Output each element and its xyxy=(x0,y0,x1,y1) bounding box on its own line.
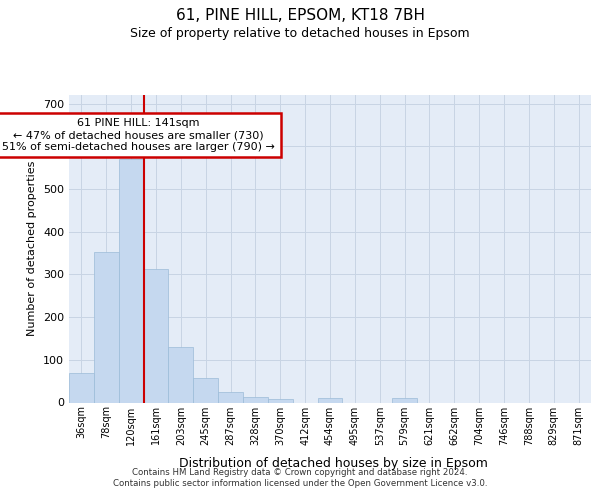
Bar xyxy=(169,347,193,403)
Bar xyxy=(317,398,343,402)
Y-axis label: Number of detached properties: Number of detached properties xyxy=(28,161,37,336)
Text: Size of property relative to detached houses in Epsom: Size of property relative to detached ho… xyxy=(130,28,470,40)
Text: Contains HM Land Registry data © Crown copyright and database right 2024.
Contai: Contains HM Land Registry data © Crown c… xyxy=(113,468,487,487)
Bar xyxy=(193,378,218,402)
Bar xyxy=(119,159,143,402)
Bar xyxy=(94,252,119,402)
Bar xyxy=(392,398,417,402)
Bar xyxy=(243,396,268,402)
Bar xyxy=(268,399,293,402)
Bar xyxy=(143,269,169,402)
Bar xyxy=(218,392,243,402)
Bar xyxy=(69,374,94,402)
Text: Distribution of detached houses by size in Epsom: Distribution of detached houses by size … xyxy=(179,458,487,470)
Text: 61, PINE HILL, EPSOM, KT18 7BH: 61, PINE HILL, EPSOM, KT18 7BH xyxy=(176,8,425,22)
Text: 61 PINE HILL: 141sqm
← 47% of detached houses are smaller (730)
51% of semi-deta: 61 PINE HILL: 141sqm ← 47% of detached h… xyxy=(2,118,275,152)
